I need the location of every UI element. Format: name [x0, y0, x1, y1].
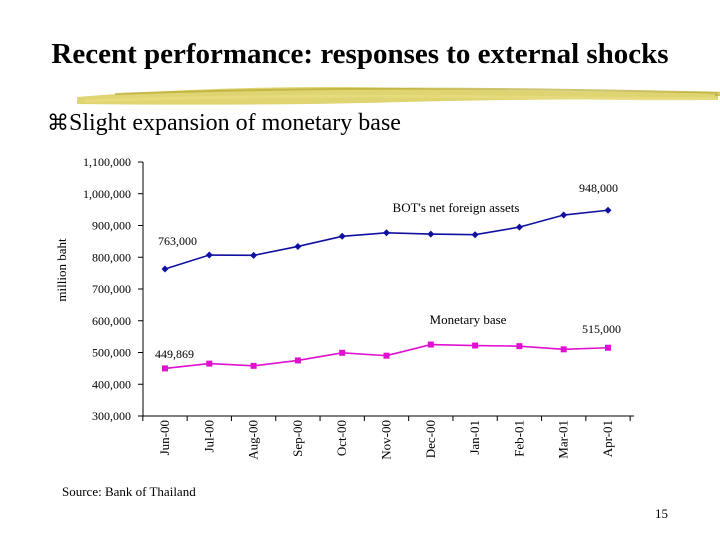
annotation-mb-start: 449,869: [155, 347, 194, 361]
page-number: 15: [655, 506, 668, 521]
y-tick-label: 700,000: [92, 282, 131, 296]
x-tick-label: Jan-01: [467, 420, 482, 455]
brush-stroke-divider: [77, 87, 720, 105]
series-label-nfa: BOT's net foreign assets: [393, 200, 520, 215]
data-point: [560, 346, 567, 353]
data-point: [427, 230, 435, 238]
y-tick-label: 300,000: [92, 409, 131, 423]
series-label-monetary-base: Monetary base: [430, 312, 507, 327]
data-point: [560, 211, 568, 219]
y-tick-label: 900,000: [92, 219, 131, 233]
x-tick-label: Nov-00: [379, 420, 394, 460]
data-point: [383, 352, 390, 359]
data-point: [605, 344, 611, 351]
data-point: [472, 342, 479, 349]
y-tick-label: 1,000,000: [83, 187, 131, 201]
data-point: [427, 341, 434, 348]
annotation-nfa-end: 948,000: [579, 181, 618, 195]
data-point: [206, 360, 213, 367]
data-point: [516, 343, 523, 350]
y-tick-label: 800,000: [92, 250, 131, 264]
y-tick-label: 1,100,000: [83, 155, 131, 169]
y-tick-label: 600,000: [92, 314, 131, 328]
data-point: [604, 206, 612, 214]
data-point: [339, 349, 346, 356]
x-axis: Jun-00 Jul-00 Aug-00 Sep-00 Oct-00 Nov-00 Dec-…: [142, 415, 634, 460]
bullet-item: ⌘Slight expansion of monetary base: [47, 110, 401, 137]
y-axis: 300,000 400,000 500,000 600,000 700,000 800,0…: [83, 155, 144, 423]
data-point: [294, 242, 302, 250]
y-axis-label: million baht: [54, 238, 69, 302]
x-tick-label: Sep-00: [290, 420, 305, 457]
data-point: [205, 251, 213, 259]
series-line-1: [164, 209, 609, 270]
data-point: [161, 265, 169, 273]
source-note: Source: Bank of Thailand: [62, 484, 196, 499]
data-point: [294, 357, 301, 364]
bullet-text: Slight expansion of monetary base: [69, 110, 401, 136]
y-tick-label: 400,000: [92, 377, 131, 391]
x-tick-label: Jul-00: [201, 420, 216, 453]
x-tick-label: Aug-00: [246, 420, 261, 460]
slide-title: Recent performance: responses to externa…: [51, 38, 669, 70]
data-point: [250, 251, 258, 259]
annotation-nfa-start: 763,000: [158, 234, 197, 248]
annotation-mb-end: 515,000: [582, 322, 621, 336]
data-point: [162, 365, 168, 372]
bullet-icon: ⌘: [47, 110, 69, 135]
x-tick-label: Feb-01: [511, 420, 526, 457]
x-tick-label: Apr-01: [600, 420, 615, 457]
data-point: [250, 362, 257, 369]
data-point: [338, 232, 346, 240]
annotation-group: BOT's net foreign assets Monetary base 763…: [155, 181, 621, 361]
data-point: [515, 223, 523, 231]
data-point: [471, 231, 479, 239]
y-tick-label: 500,000: [92, 346, 131, 360]
x-tick-label: Oct-00: [334, 420, 349, 456]
x-tick-label: Dec-00: [423, 420, 438, 458]
x-tick-label: Mar-01: [556, 420, 571, 459]
x-tick-label: Jun-00: [157, 420, 172, 455]
data-point: [383, 229, 390, 237]
series-group: [161, 206, 612, 372]
